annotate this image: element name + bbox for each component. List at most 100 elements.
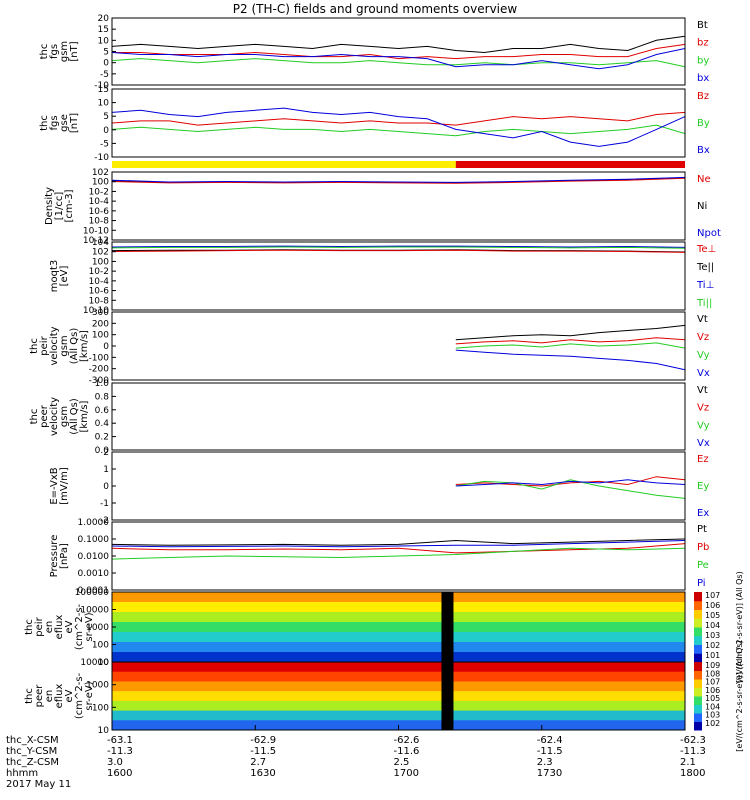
colorbar-tick-label: 106 bbox=[705, 686, 720, 695]
y-axis-label: gsm bbox=[59, 406, 70, 427]
colorbar-tick-label: 106 bbox=[705, 601, 720, 610]
legend-entry-Npot: Npot bbox=[697, 228, 721, 239]
x-tick-label: -11.5 bbox=[250, 746, 276, 757]
y-tick-label: 1.0000 bbox=[78, 518, 110, 528]
y-tick-label: 10-12 bbox=[83, 236, 109, 246]
y-tick-label: 0.0100 bbox=[78, 552, 110, 562]
series-line-Ne bbox=[111, 177, 686, 184]
y-tick-label: 10-10 bbox=[83, 306, 109, 316]
colorbar-tick-label: 102 bbox=[705, 719, 720, 728]
x-tick-label: -63.1 bbox=[107, 735, 133, 746]
colorbar-tick-label: 108 bbox=[705, 669, 720, 678]
y-axis-label: (cm^2-s- bbox=[74, 603, 85, 650]
y-tick-label: 20 bbox=[98, 14, 110, 24]
y-axis-label: thc bbox=[24, 688, 35, 704]
y-axis-label: velocity bbox=[49, 326, 60, 365]
y-axis-label: eflux bbox=[54, 615, 65, 640]
y-axis-label: fgs bbox=[49, 115, 60, 130]
x-tick-label: -11.3 bbox=[680, 746, 706, 757]
legend-entry-Te||: Te|| bbox=[696, 262, 714, 273]
legend-entry-Vy: Vy bbox=[697, 350, 710, 361]
y-tick-label: 10000 bbox=[80, 658, 109, 668]
y-axis-label: gsm bbox=[59, 335, 70, 356]
x-axis-row-label: thc_Y-CSM bbox=[6, 746, 57, 757]
legend-entry-By: By bbox=[697, 118, 710, 129]
y-axis-label: (All Qs) bbox=[69, 328, 80, 365]
legend-entry-Pt: Pt bbox=[697, 524, 707, 535]
colorbar-segment bbox=[694, 618, 702, 628]
x-tick-label: -62.6 bbox=[394, 735, 420, 746]
x-tick-label: 1800 bbox=[680, 768, 705, 779]
y-tick-label: 10 bbox=[98, 726, 110, 736]
spectrogram-band bbox=[112, 592, 685, 603]
colorbar-segment bbox=[694, 635, 702, 645]
colorbar-tick-label: 107 bbox=[705, 678, 720, 687]
y-tick-label: 0.6 bbox=[95, 406, 110, 416]
legend-entry-Ex: Ex bbox=[697, 508, 709, 519]
x-tick-label: -62.4 bbox=[537, 735, 563, 746]
colorbar-tick-label: 109 bbox=[705, 661, 720, 670]
colorbar-peir_eflux bbox=[694, 592, 702, 663]
colorbar-segment bbox=[694, 653, 702, 663]
y-tick-label: 100000 bbox=[75, 588, 110, 598]
y-axis-label: peer bbox=[39, 404, 50, 428]
legend-entry-Ez: Ez bbox=[697, 454, 709, 465]
y-tick-label: 10-2 bbox=[89, 267, 109, 277]
series-line-Ey bbox=[455, 479, 686, 499]
y-axis-label: [nT] bbox=[69, 113, 80, 133]
colorbar-tick-label: 107 bbox=[705, 591, 720, 600]
y-tick-label: 100 bbox=[92, 178, 109, 188]
y-axis-label: (All Qs) bbox=[69, 398, 80, 435]
colorbar-tick-label: 104 bbox=[705, 621, 720, 630]
y-axis-label: moqt3 bbox=[49, 260, 60, 293]
colorbar-segment bbox=[694, 592, 702, 602]
legend-entry-Bx: Bx bbox=[697, 145, 710, 156]
y-axis-label: velocity bbox=[49, 397, 60, 436]
legend-entry-Pe: Pe bbox=[697, 560, 709, 571]
y-axis-label: gsm bbox=[59, 41, 70, 62]
legend-entry-Bt: Bt bbox=[697, 20, 708, 31]
legend-entry-Bz: Bz bbox=[697, 91, 709, 102]
y-tick-label: -300 bbox=[89, 376, 110, 386]
y-tick-label: 1000 bbox=[86, 681, 109, 691]
legend-entry-Ti⊥: Ti⊥ bbox=[696, 280, 714, 291]
colorbar-tick-label: 101 bbox=[705, 651, 720, 660]
spectrogram-band bbox=[112, 671, 685, 682]
spectrogram-band bbox=[112, 622, 685, 633]
y-axis-label: [1/cc] bbox=[54, 192, 65, 221]
colorbar-label: [eV/(cm^2-s-sr-eV)] (All Qs) bbox=[735, 640, 744, 751]
y-tick-label: 15 bbox=[98, 25, 109, 35]
y-tick-label: 5 bbox=[103, 48, 109, 58]
y-axis-label: peer bbox=[34, 684, 45, 708]
spectrogram-band bbox=[112, 612, 685, 623]
y-tick-label: 0.4 bbox=[95, 419, 110, 429]
series-line-Vz bbox=[455, 337, 686, 345]
colorbar-tick-label: 105 bbox=[705, 611, 720, 620]
series-line-Pi bbox=[111, 540, 686, 548]
y-tick-label: 2 bbox=[103, 448, 109, 458]
y-axis-label: eflux bbox=[54, 684, 65, 709]
y-axis-label: [km/s] bbox=[79, 330, 90, 362]
spectrogram-band bbox=[112, 652, 685, 663]
y-tick-label: 300 bbox=[92, 308, 109, 318]
x-tick-label: -62.3 bbox=[680, 735, 706, 746]
y-tick-label: 10-10 bbox=[83, 226, 109, 236]
y-axis-label: [nT] bbox=[69, 41, 80, 61]
series-line-Ez bbox=[455, 476, 686, 487]
y-tick-label: 10-8 bbox=[89, 217, 110, 227]
y-axis-label: thc bbox=[39, 44, 50, 60]
y-tick-label: 10-6 bbox=[89, 207, 110, 217]
colorbar-segment bbox=[694, 670, 702, 680]
y-axis-label: [cm-3] bbox=[64, 189, 75, 222]
colorbar-segment bbox=[694, 644, 702, 654]
legend-entry-Ne: Ne bbox=[697, 174, 711, 185]
colorbar-segment bbox=[694, 627, 702, 637]
y-axis-label: thc bbox=[29, 409, 40, 425]
y-tick-label: 10-6 bbox=[89, 287, 110, 297]
spectrogram-band bbox=[112, 691, 685, 702]
colorbar-segment bbox=[694, 704, 702, 714]
series-line-by bbox=[111, 58, 686, 68]
legend-entry-Vz: Vz bbox=[697, 332, 709, 343]
spectrogram-band bbox=[112, 602, 685, 613]
colorbar-segment bbox=[694, 696, 702, 705]
